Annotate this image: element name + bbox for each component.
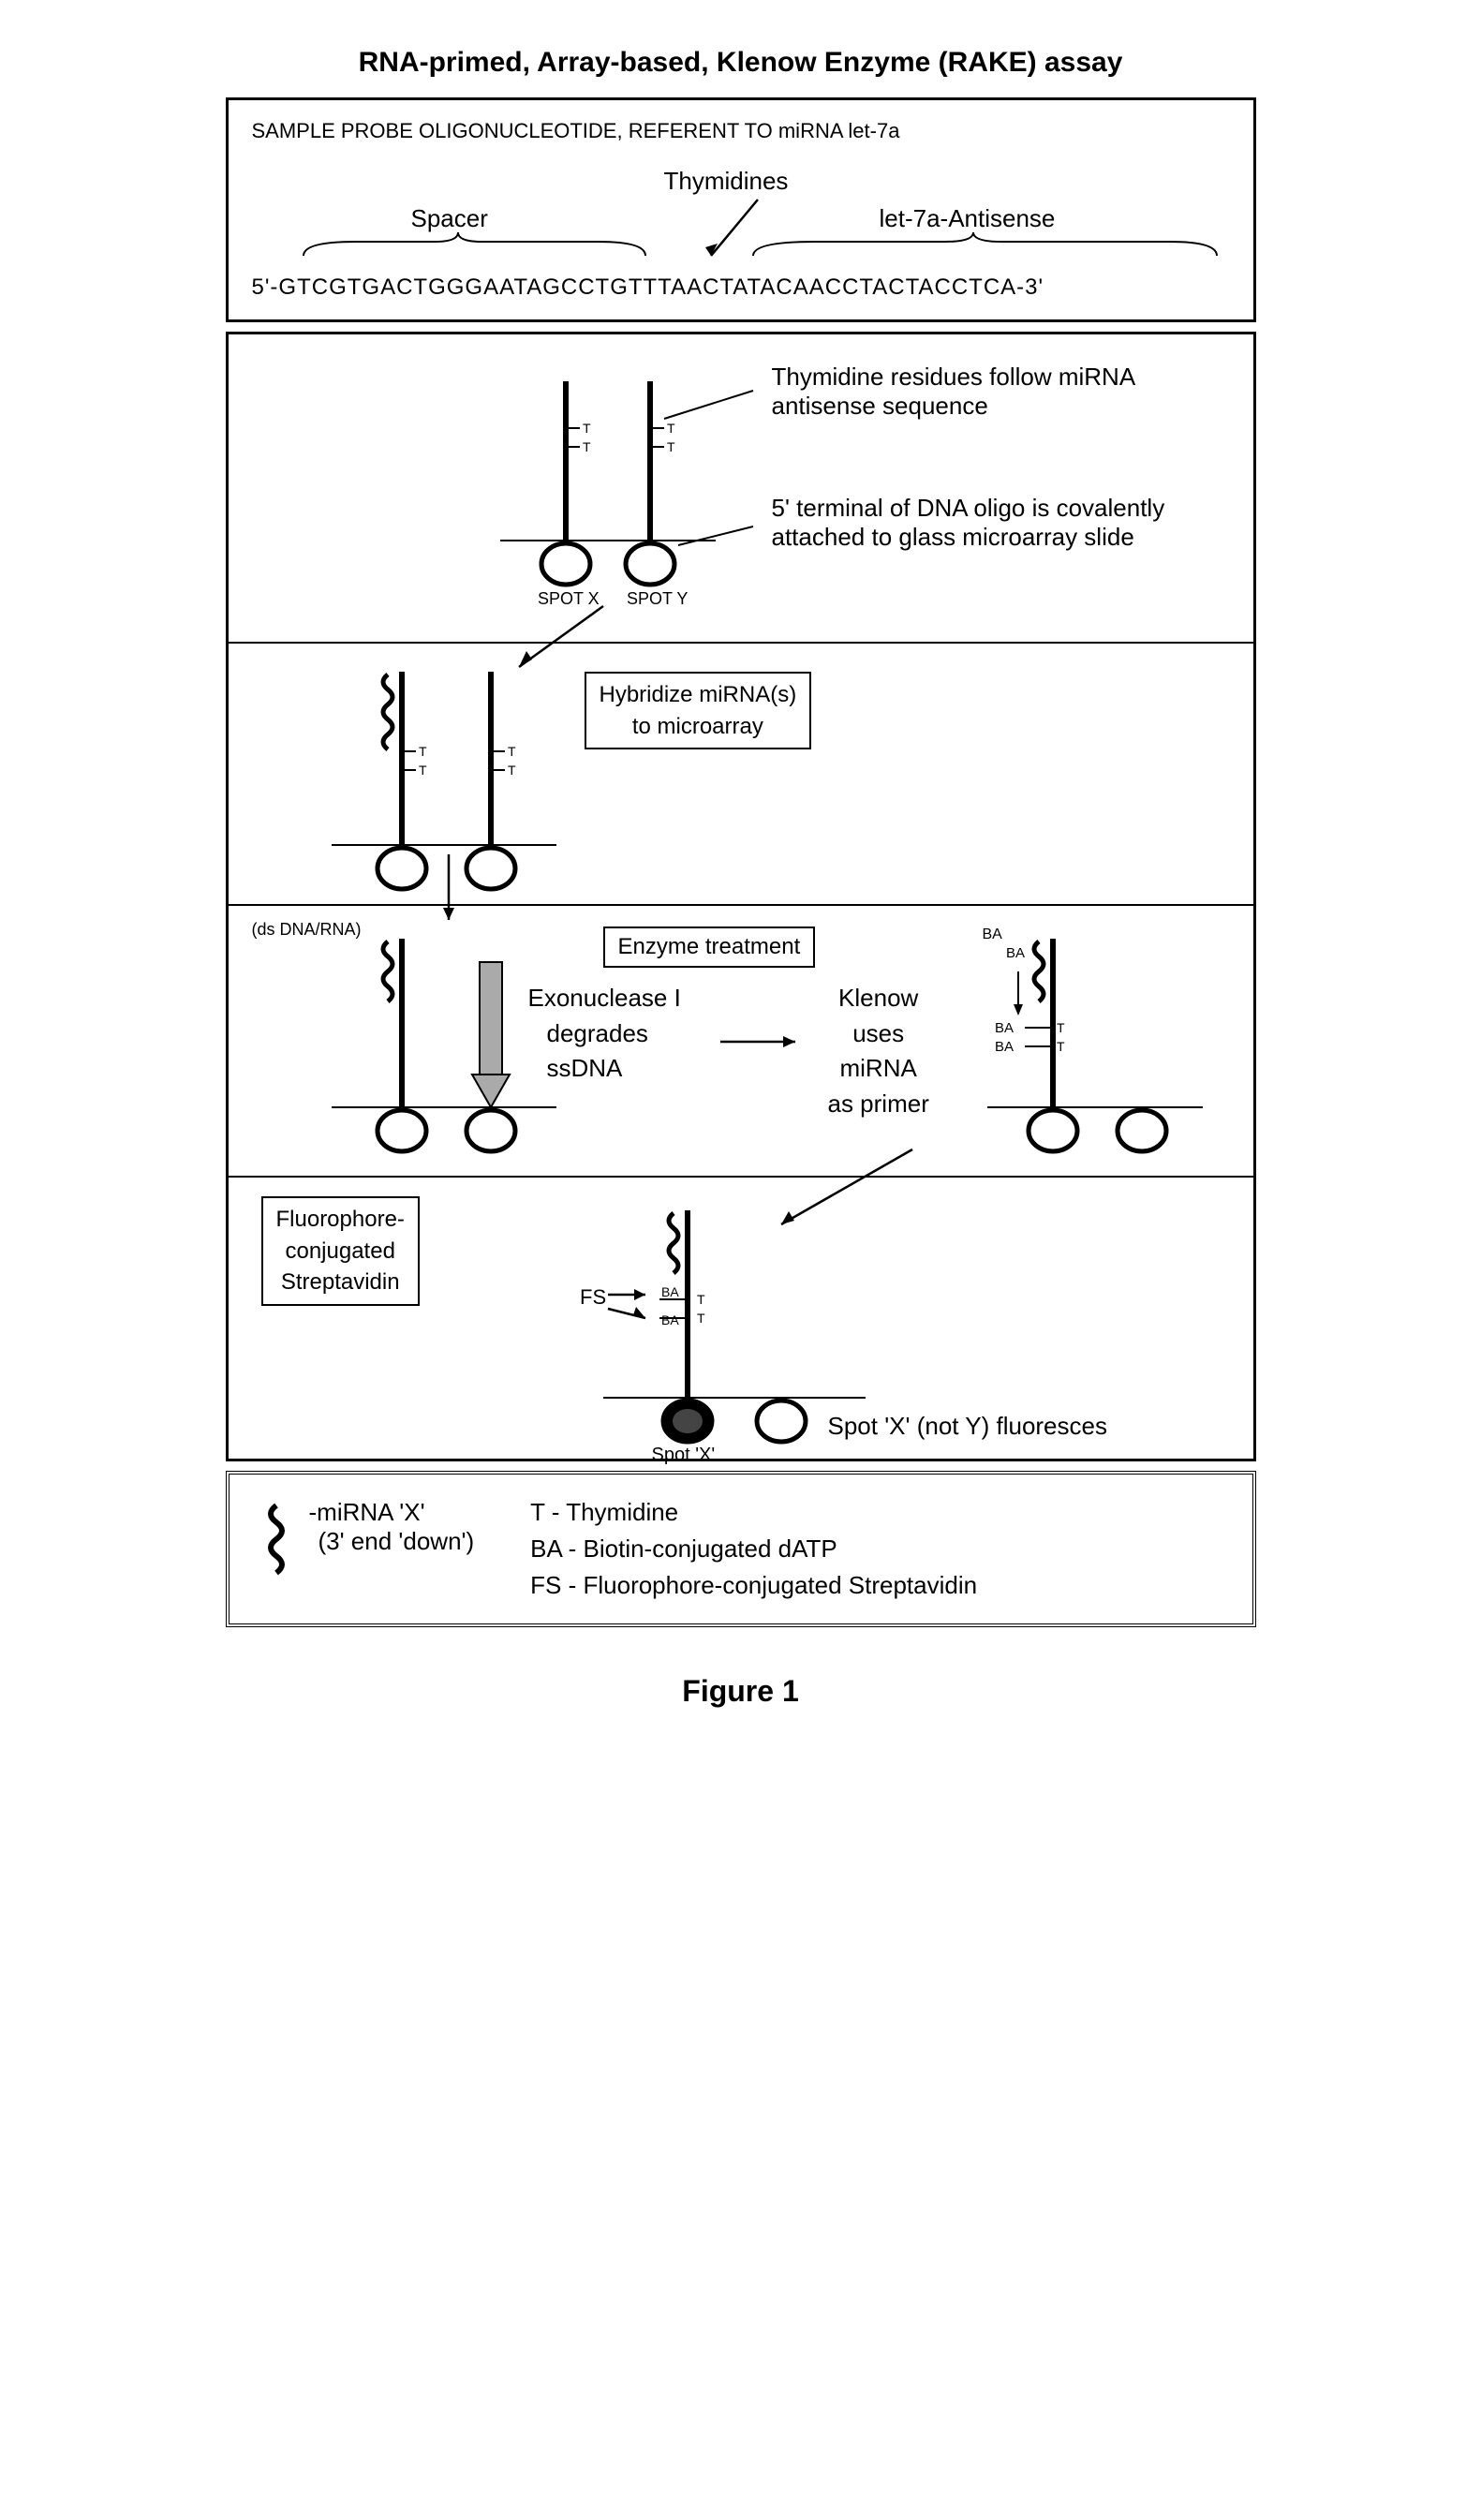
step1-row: T T T T SPOT X SPOT Y Thymidin — [229, 334, 1253, 644]
exo-line3: ssDNA — [528, 1051, 681, 1087]
legend-ba: BA - Biotin-conjugated dATP — [530, 1534, 977, 1564]
step4-row: Fluorophore- conjugated Streptavidin T T… — [229, 1178, 1253, 1459]
main-title: RNA-primed, Array-based, Klenow Enzyme (… — [226, 47, 1256, 79]
svg-text:T: T — [697, 1311, 705, 1326]
exo-line1: Exonuclease I — [528, 981, 681, 1016]
figure-caption: Figure 1 — [226, 1674, 1256, 1709]
steps-panel: T T T T SPOT X SPOT Y Thymidin — [226, 332, 1256, 1461]
svg-text:FS: FS — [580, 1285, 606, 1309]
step2-row: T T T T Hybridize miRNA(s) to microarray — [229, 644, 1253, 906]
exo-text: Exonuclease I degrades ssDNA — [528, 981, 681, 1087]
step2-box: Hybridize miRNA(s) to microarray — [585, 672, 812, 749]
legend-fs: FS - Fluorophore-conjugated Streptavidin — [530, 1571, 977, 1600]
step3-box: Enzyme treatment — [603, 926, 816, 968]
klenow-line1: Klenow — [828, 981, 929, 1016]
mirna-sub: (3' end 'down') — [309, 1527, 475, 1556]
spoty-label: SPOT Y — [627, 589, 688, 608]
svg-text:T: T — [667, 439, 675, 454]
svg-text:T: T — [697, 1292, 705, 1307]
sequence: 5'-GTCGTGACTGGGAATAGCCTGTTTAACTATACAACCT… — [252, 274, 1230, 301]
svg-text:BA: BA — [1006, 945, 1025, 961]
klenow-text: Klenow uses miRNA as primer — [828, 981, 929, 1122]
svg-text:BA: BA — [995, 1020, 1014, 1036]
step2-box-text: Hybridize miRNA(s) to microarray — [600, 682, 797, 739]
step1-caption1: Thymidine residues follow miRNA antisens… — [772, 363, 1193, 421]
klenow-line3: miRNA — [828, 1051, 929, 1087]
legend-left: -miRNA 'X' (3' end 'down') — [258, 1498, 475, 1573]
step3-row: (ds DNA/RNA) — [229, 906, 1253, 1178]
probe-panel: SAMPLE PROBE OLIGONUCLEOTIDE, REFERENT T… — [226, 97, 1256, 322]
mirna-label: -miRNA 'X' — [309, 1498, 475, 1527]
exo-line2: degrades — [528, 1016, 681, 1052]
probe-header: SAMPLE PROBE OLIGONUCLEOTIDE, REFERENT T… — [252, 119, 1230, 143]
mirna-icon — [258, 1498, 295, 1573]
svg-text:T: T — [667, 421, 675, 436]
legend-right: T - Thymidine BA - Biotin-conjugated dAT… — [530, 1498, 977, 1600]
svg-text:BA: BA — [661, 1284, 679, 1299]
spotx-label4: Spot 'X' — [652, 1445, 716, 1466]
legend-panel: -miRNA 'X' (3' end 'down') T - Thymidine… — [226, 1471, 1256, 1627]
step1-caption2: 5' terminal of DNA oligo is covalently a… — [772, 494, 1203, 552]
klenow-line2: uses — [828, 1016, 929, 1052]
svg-text:T: T — [419, 744, 427, 759]
probe-labels: Thymidines Spacer let-7a-Antisense — [252, 167, 1230, 270]
svg-text:BA: BA — [995, 1039, 1014, 1055]
svg-text:T: T — [508, 744, 516, 759]
step4-result: Spot 'X' (not Y) fluoresces — [828, 1412, 1107, 1441]
svg-text:T: T — [508, 763, 516, 778]
svg-text:T: T — [583, 439, 591, 454]
legend-t: T - Thymidine — [530, 1498, 977, 1527]
svg-text:T: T — [583, 421, 591, 436]
spotx-label: SPOT X — [538, 589, 600, 608]
braces-svg — [252, 167, 1236, 270]
legend-mirna-text: -miRNA 'X' (3' end 'down') — [309, 1498, 475, 1556]
figure-container: RNA-primed, Array-based, Klenow Enzyme (… — [226, 47, 1256, 1709]
klenow-line4: as primer — [828, 1087, 929, 1122]
svg-text:BA: BA — [661, 1312, 679, 1327]
svg-text:T: T — [1057, 1039, 1065, 1054]
svg-text:T: T — [1057, 1020, 1065, 1035]
ba-top-label: BA — [983, 926, 1002, 943]
svg-text:T: T — [419, 763, 427, 778]
